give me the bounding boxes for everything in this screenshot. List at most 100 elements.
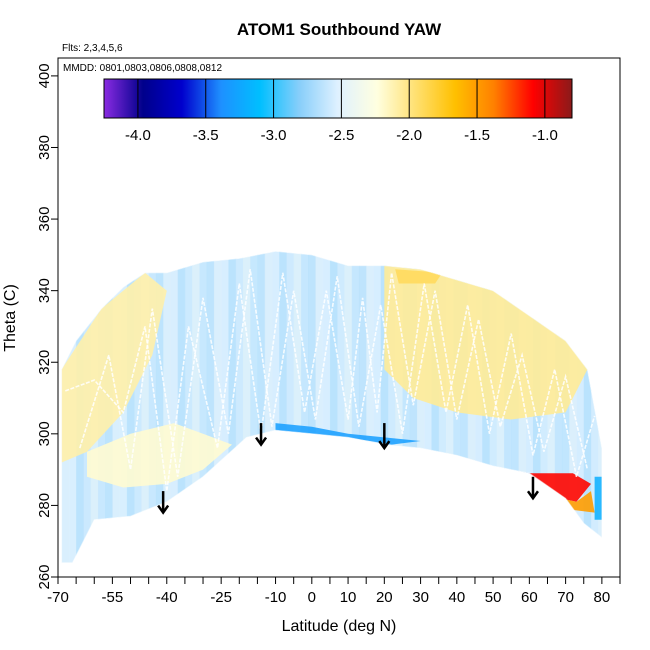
x-tick-label: 0 — [308, 589, 316, 606]
chart-title: ATOM1 Southbound YAW — [237, 20, 442, 39]
warm-region — [87, 423, 232, 488]
field-cell-column — [300, 251, 309, 563]
x-tick-label: 20 — [376, 589, 393, 606]
x-tick-label: 70 — [557, 589, 574, 606]
field-cell-column — [308, 251, 316, 563]
arrow-marker — [255, 423, 268, 447]
x-tick-label: -10 — [265, 589, 287, 606]
field-cell-column — [416, 251, 425, 563]
x-tick-label: 40 — [448, 589, 465, 606]
x-tick-label: -25 — [210, 589, 232, 606]
cool-region — [594, 476, 602, 520]
colorbar-tick-label: -1.5 — [464, 127, 490, 144]
x-tick-label: 60 — [521, 589, 538, 606]
field-cell-column — [322, 251, 331, 563]
y-tick-label: 320 — [36, 350, 53, 375]
field-cell-column — [148, 251, 157, 563]
colorbar-gradient — [103, 78, 573, 119]
field-cell-column — [395, 251, 403, 563]
warm-region — [384, 265, 588, 420]
field-cell-column — [199, 251, 208, 563]
field-cell-column — [366, 251, 374, 563]
arrow-head — [378, 440, 391, 451]
colorbar-tick-label: -2.0 — [396, 127, 422, 144]
field-cell-column — [141, 251, 150, 563]
y-axis-label: Theta (C) — [2, 284, 19, 352]
field-cell-column — [424, 251, 432, 563]
x-tick-label: 30 — [412, 589, 429, 606]
field-cell-column — [315, 251, 324, 563]
x-tick-label: 80 — [594, 589, 611, 606]
x-tick-label: 50 — [485, 589, 502, 606]
arrow-marker — [526, 476, 539, 501]
plot-frame — [57, 57, 621, 578]
flight-trace — [65, 272, 589, 492]
white-traces — [65, 269, 596, 492]
field-cell-column — [337, 251, 345, 563]
colorbar-tick-label: -1.0 — [532, 127, 558, 144]
colorbar-tick-label: -3.5 — [193, 127, 219, 144]
field-cell-column — [344, 251, 353, 563]
field-cell-column — [228, 251, 237, 563]
field-cell-column — [387, 251, 396, 563]
x-tick-label: -70 — [47, 589, 69, 606]
field-cell-column — [177, 251, 186, 563]
warm-region — [543, 491, 595, 513]
field-cell-column — [76, 251, 84, 563]
warm-region — [395, 269, 443, 284]
y-tick-label: 280 — [36, 493, 53, 518]
arrow-head — [255, 436, 268, 447]
field-cell-column — [235, 251, 244, 563]
field-cell-column — [329, 251, 338, 563]
field-cell-column — [83, 251, 92, 563]
colorbar-tick-label: -4.0 — [125, 127, 151, 144]
field-cell-column — [134, 251, 142, 563]
field-cell-column — [380, 251, 389, 563]
x-axis-label: Latitude (deg N) — [282, 618, 397, 635]
y-tick-label: 260 — [36, 564, 53, 589]
dates-label: MMDD: 0801,0803,0806,0808,0812 — [63, 63, 222, 74]
field-cell-column — [358, 251, 367, 563]
field-cell-column — [61, 251, 70, 563]
arrow-head — [157, 504, 170, 515]
field-cell-column — [583, 251, 592, 563]
x-tick-label: -55 — [102, 589, 124, 606]
field-cell-column — [279, 251, 287, 563]
field-cell-column — [431, 251, 440, 563]
colorbar-ticks: -4.0 -3.5 -3.0 -2.5 -2.0 -1.5 -1.0 — [125, 79, 558, 144]
y-tick-label: 340 — [36, 278, 53, 303]
y-tick-label: 400 — [36, 63, 53, 88]
y-tick-label: 300 — [36, 421, 53, 446]
colorbar-tick-label: -2.5 — [328, 127, 354, 144]
field-cell-column — [213, 251, 222, 563]
field-cell-column — [170, 251, 179, 563]
arrow-marker — [378, 423, 391, 451]
field-cell-column — [286, 251, 295, 563]
x-axis: -70 -55 -40 -25 -10 0 10 20 30 40 50 60 70 80 — [47, 577, 621, 606]
field-cell-column — [155, 251, 164, 563]
field-cell-column — [373, 251, 382, 563]
field-cell-column — [250, 251, 258, 563]
y-tick-label: 360 — [36, 207, 53, 232]
field-cell-column — [221, 251, 229, 563]
field-cell-column — [264, 251, 273, 563]
arrow-head — [526, 490, 539, 501]
x-tick-label: -40 — [156, 589, 178, 606]
field-cell-column — [257, 251, 266, 563]
field-cell-column — [192, 251, 200, 563]
field-cell-column — [126, 251, 135, 563]
field-cell-column — [409, 251, 418, 563]
field-cell-column — [206, 251, 215, 563]
arrow-markers — [157, 423, 539, 515]
x-tick-label: 10 — [340, 589, 357, 606]
y-axis: 260 280 300 320 340 360 380 400 — [36, 63, 58, 590]
field-cell-column — [68, 251, 77, 563]
field-cell-column — [293, 251, 302, 563]
colorbar: -4.0 -3.5 -3.0 -2.5 -2.0 -1.5 -1.0 — [103, 78, 573, 144]
field-cell-column — [184, 251, 193, 563]
y-tick-label: 380 — [36, 135, 53, 160]
flights-label: Flts: 2,3,4,5,6 — [62, 43, 123, 54]
colorbar-tick-label: -3.0 — [261, 127, 287, 144]
field-cell-column — [242, 251, 251, 563]
